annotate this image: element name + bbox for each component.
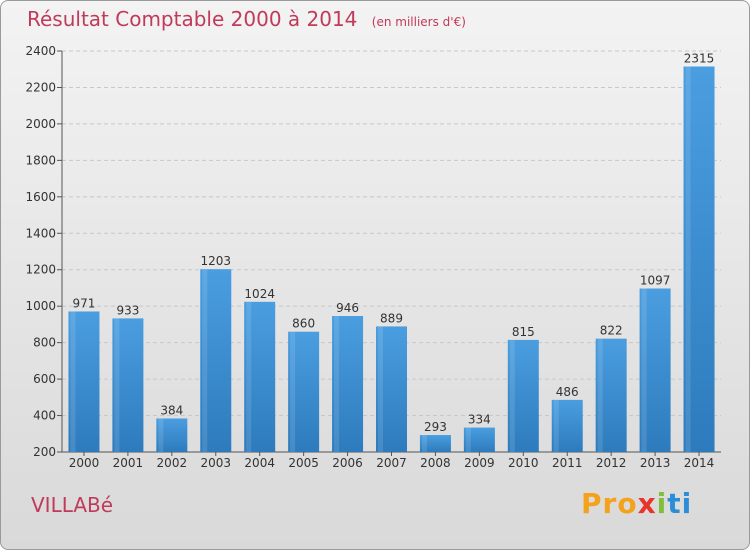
data-label: 889 <box>380 311 403 325</box>
bar <box>507 339 539 452</box>
bar-highlight <box>202 269 208 452</box>
y-tick-label: 1200 <box>25 263 56 277</box>
y-tick-label: 400 <box>33 409 56 423</box>
bar-highlight <box>290 331 296 452</box>
bar-highlight <box>553 399 559 452</box>
bar <box>288 331 320 452</box>
bar <box>595 338 627 452</box>
x-tick-label: 2007 <box>376 456 407 470</box>
bar <box>683 66 715 453</box>
x-tick-label: 2003 <box>200 456 231 470</box>
bar-highlight <box>421 435 427 452</box>
x-tick-label: 2000 <box>69 456 100 470</box>
data-label: 486 <box>556 385 579 399</box>
x-tick-label: 2008 <box>420 456 451 470</box>
x-tick-label: 2012 <box>596 456 627 470</box>
data-label: 933 <box>116 303 139 317</box>
data-label: 1024 <box>244 287 275 301</box>
data-label: 815 <box>512 325 535 339</box>
x-tick-label: 2014 <box>684 456 715 470</box>
logo-part-2: x <box>637 487 657 520</box>
bar-highlight <box>114 318 120 452</box>
data-label: 293 <box>424 420 447 434</box>
bar-highlight <box>597 338 603 452</box>
x-tick-label: 2002 <box>157 456 188 470</box>
bar <box>200 269 232 452</box>
logo-part-3: i <box>656 487 668 520</box>
bar-highlight <box>465 427 471 452</box>
logo-part-4: ti <box>667 487 693 520</box>
x-tick-label: 2013 <box>640 456 671 470</box>
proxiti-logo: Proxiti <box>581 487 692 520</box>
bar-highlight <box>246 301 252 452</box>
y-tick-label: 2000 <box>25 117 56 131</box>
bar-highlight <box>70 311 76 452</box>
x-tick-label: 2006 <box>332 456 363 470</box>
data-label: 1203 <box>200 254 231 268</box>
y-tick-label: 2400 <box>25 44 56 58</box>
bar-highlight <box>685 66 691 453</box>
bar-highlight <box>158 418 164 452</box>
x-tick-label: 2011 <box>552 456 583 470</box>
logo-part-1: Pro <box>581 487 638 520</box>
x-tick-label: 2010 <box>508 456 539 470</box>
bar <box>156 418 188 452</box>
y-tick-label: 2200 <box>25 80 56 94</box>
bar-highlight <box>334 316 340 452</box>
bar-highlight <box>378 326 383 452</box>
data-label: 822 <box>600 324 623 338</box>
y-tick-label: 1800 <box>25 153 56 167</box>
data-label: 860 <box>292 317 315 331</box>
bar <box>419 435 451 452</box>
x-tick-label: 2004 <box>244 456 275 470</box>
y-tick-label: 1000 <box>25 299 56 313</box>
x-tick-label: 2009 <box>464 456 495 470</box>
x-tick-label: 2001 <box>113 456 144 470</box>
bar <box>112 318 144 452</box>
bar-highlight <box>509 339 515 452</box>
chart-subtitle: (en milliers d'€) <box>371 15 466 29</box>
data-label: 2315 <box>684 51 715 65</box>
data-label: 971 <box>73 296 96 310</box>
bar <box>551 399 583 452</box>
x-tick-label: 2005 <box>288 456 319 470</box>
place-name: VILLABé <box>31 493 114 517</box>
chart-title-block: Résultat Comptable 2000 à 2014 (en milli… <box>27 7 466 31</box>
bar <box>463 427 495 452</box>
y-tick-label: 600 <box>33 372 56 386</box>
bar-highlight <box>641 288 647 452</box>
y-tick-label: 800 <box>33 336 56 350</box>
y-tick-label: 200 <box>33 445 56 459</box>
data-label: 1097 <box>640 274 671 288</box>
y-tick-label: 1400 <box>25 226 56 240</box>
bar <box>244 301 276 452</box>
bar <box>332 316 364 452</box>
chart-title: Résultat Comptable 2000 à 2014 <box>27 7 358 31</box>
y-tick-label: 1600 <box>25 190 56 204</box>
data-label: 384 <box>160 403 183 417</box>
bar <box>639 288 671 452</box>
data-label: 946 <box>336 301 359 315</box>
bar <box>376 326 407 452</box>
data-label: 334 <box>468 413 491 427</box>
bar <box>68 311 100 452</box>
